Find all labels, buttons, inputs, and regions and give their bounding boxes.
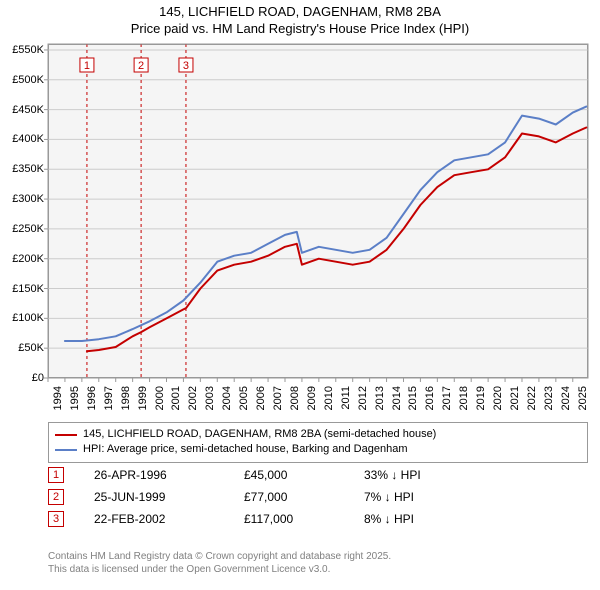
marker-row: 2 25-JUN-1999£77,0007% ↓ HPI	[48, 486, 588, 508]
x-tick-label: 2004	[221, 386, 233, 416]
marker-date: 26-APR-1996	[94, 468, 244, 482]
x-tick-label: 1996	[86, 386, 98, 416]
x-tick-label: 2018	[458, 386, 470, 416]
y-tick-label: £400K	[4, 133, 44, 145]
x-tick-label: 2025	[577, 386, 589, 416]
marker-row: 3 22-FEB-2002£117,0008% ↓ HPI	[48, 508, 588, 530]
x-tick-label: 2021	[509, 386, 521, 416]
marker-number-box: 2	[48, 489, 64, 505]
x-tick-label: 2012	[357, 386, 369, 416]
marker-hpi-delta: 33% ↓ HPI	[364, 468, 421, 482]
marker-number-box: 1	[48, 467, 64, 483]
y-tick-label: £350K	[4, 163, 44, 175]
y-tick-label: £50K	[4, 342, 44, 354]
x-tick-label: 2009	[306, 386, 318, 416]
y-tick-label: £300K	[4, 193, 44, 205]
x-tick-label: 1995	[69, 386, 81, 416]
x-tick-label: 2019	[475, 386, 487, 416]
x-tick-label: 1999	[137, 386, 149, 416]
x-tick-label: 2011	[340, 386, 352, 416]
x-tick-label: 2013	[374, 386, 386, 416]
x-tick-label: 2007	[272, 386, 284, 416]
y-tick-label: £150K	[4, 283, 44, 295]
x-tick-label: 2020	[492, 386, 504, 416]
marker-price: £117,000	[244, 512, 364, 526]
marker-number-box: 3	[48, 511, 64, 527]
marker-date: 25-JUN-1999	[94, 490, 244, 504]
y-tick-label: £250K	[4, 223, 44, 235]
legend-row: HPI: Average price, semi-detached house,…	[55, 442, 581, 457]
marker-hpi-delta: 8% ↓ HPI	[364, 512, 414, 526]
footer-line-2: This data is licensed under the Open Gov…	[48, 563, 391, 576]
svg-text:2: 2	[138, 60, 144, 72]
y-tick-label: £500K	[4, 74, 44, 86]
marker-hpi-delta: 7% ↓ HPI	[364, 490, 414, 504]
x-tick-label: 2000	[154, 386, 166, 416]
x-tick-label: 2001	[170, 386, 182, 416]
y-tick-label: £450K	[4, 104, 44, 116]
footer-note: Contains HM Land Registry data © Crown c…	[48, 550, 391, 576]
x-tick-label: 2006	[255, 386, 267, 416]
marker-row: 1 26-APR-1996£45,00033% ↓ HPI	[48, 464, 588, 486]
x-tick-label: 1998	[120, 386, 132, 416]
legend-swatch	[55, 449, 77, 451]
svg-text:1: 1	[84, 60, 90, 72]
x-tick-label: 1994	[52, 386, 64, 416]
x-tick-label: 2015	[407, 386, 419, 416]
legend-swatch	[55, 434, 77, 436]
x-tick-label: 1997	[103, 386, 115, 416]
legend-label: 145, LICHFIELD ROAD, DAGENHAM, RM8 2BA (…	[83, 427, 436, 442]
chart-container: 145, LICHFIELD ROAD, DAGENHAM, RM8 2BA P…	[0, 0, 600, 590]
legend-label: HPI: Average price, semi-detached house,…	[83, 442, 408, 457]
x-tick-label: 2002	[187, 386, 199, 416]
markers-table: 1 26-APR-1996£45,00033% ↓ HPI 2 25-JUN-1999…	[48, 464, 588, 530]
svg-text:3: 3	[183, 60, 189, 72]
x-tick-label: 2022	[526, 386, 538, 416]
y-tick-label: £200K	[4, 253, 44, 265]
x-tick-label: 2003	[204, 386, 216, 416]
marker-price: £77,000	[244, 490, 364, 504]
footer-line-1: Contains HM Land Registry data © Crown c…	[48, 550, 391, 563]
legend-row: 145, LICHFIELD ROAD, DAGENHAM, RM8 2BA (…	[55, 427, 581, 442]
y-tick-label: £550K	[4, 44, 44, 56]
x-tick-label: 2010	[323, 386, 335, 416]
marker-price: £45,000	[244, 468, 364, 482]
x-tick-label: 2024	[560, 386, 572, 416]
x-tick-label: 2023	[543, 386, 555, 416]
y-tick-label: £0	[4, 372, 44, 384]
x-tick-label: 2016	[424, 386, 436, 416]
x-tick-label: 2008	[289, 386, 301, 416]
legend: 145, LICHFIELD ROAD, DAGENHAM, RM8 2BA (…	[48, 422, 588, 463]
x-tick-label: 2014	[391, 386, 403, 416]
x-tick-label: 2017	[441, 386, 453, 416]
x-tick-label: 2005	[238, 386, 250, 416]
marker-date: 22-FEB-2002	[94, 512, 244, 526]
y-tick-label: £100K	[4, 312, 44, 324]
